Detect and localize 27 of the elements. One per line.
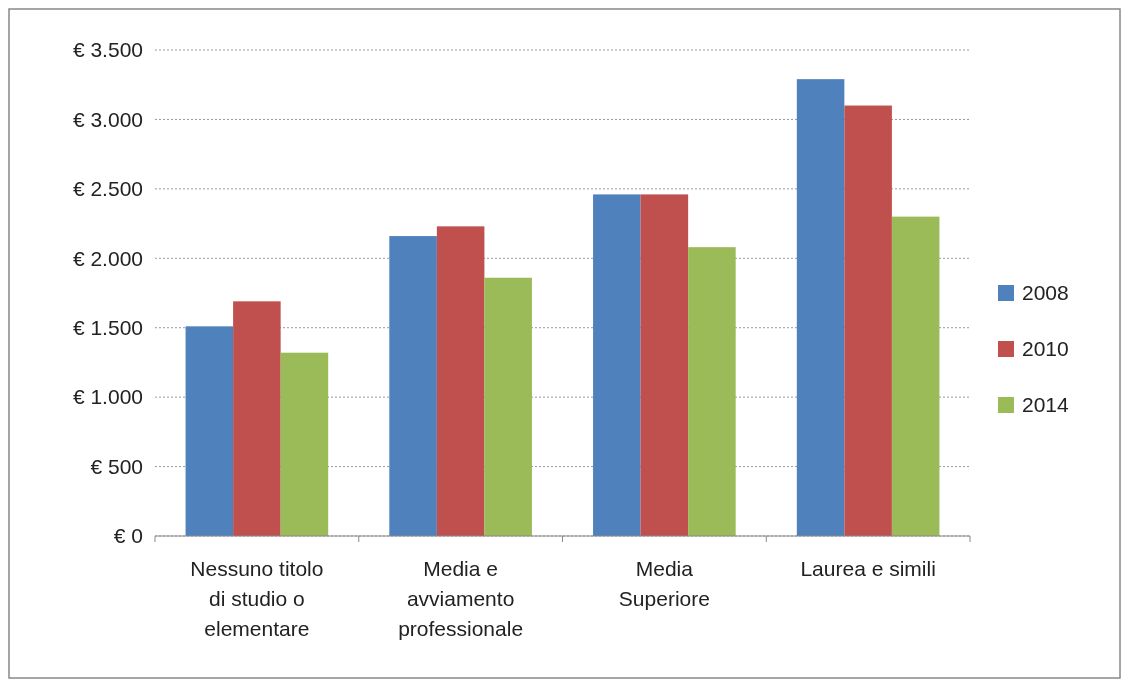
legend-label: 2010 [1022, 337, 1069, 361]
y-tick-label: € 1.500 [72, 316, 143, 340]
bar [844, 105, 892, 536]
bar [640, 194, 689, 536]
bar [593, 194, 641, 536]
y-tick-label: € 2.500 [72, 177, 143, 201]
legend-label: 2008 [1022, 281, 1069, 305]
x-tick-label: Nessuno titolo di studio o elementare [190, 557, 324, 640]
y-tick-label: € 3.500 [72, 38, 143, 62]
y-tick-label: € 0 [113, 524, 143, 548]
y-tick-label: € 1.000 [72, 385, 143, 409]
bar [688, 247, 736, 536]
bar [796, 79, 845, 536]
bar [389, 236, 437, 536]
legend-label: 2014 [1022, 393, 1070, 417]
x-tick-label: Laurea e simili [800, 557, 936, 580]
bar [436, 226, 485, 536]
x-tick-label: Media Superiore [618, 557, 710, 610]
bar [891, 216, 940, 536]
y-tick-label: € 3.000 [72, 107, 143, 131]
bar [233, 301, 281, 536]
y-tick-label: € 500 [90, 454, 143, 478]
bar [185, 326, 234, 536]
bar [484, 277, 532, 536]
x-tick-label: Media e avviamento professionale [398, 557, 524, 640]
bar [280, 352, 329, 536]
y-tick-label: € 2.000 [72, 246, 143, 270]
